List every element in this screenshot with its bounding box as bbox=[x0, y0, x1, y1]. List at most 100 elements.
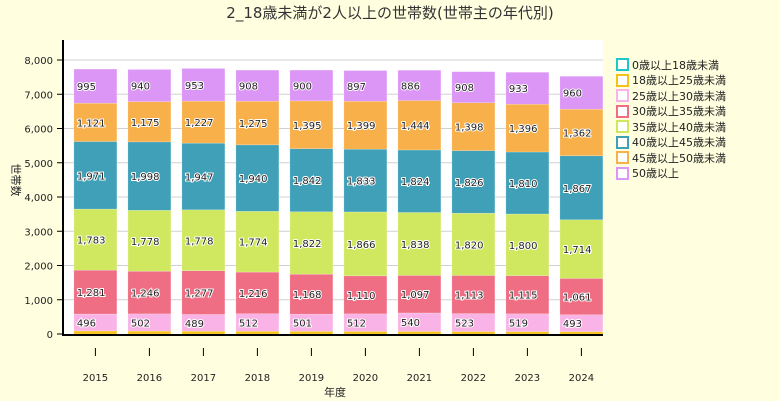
bar-segment bbox=[451, 331, 496, 335]
x-tick-label: 2023 bbox=[515, 373, 540, 384]
data-label: 886 bbox=[401, 81, 420, 92]
bar-segment bbox=[559, 278, 604, 316]
y-tick-label: 5,000 bbox=[24, 159, 53, 170]
bar-segment bbox=[73, 68, 118, 104]
bar-segment bbox=[181, 100, 226, 144]
data-label: 1,275 bbox=[239, 119, 268, 130]
data-label: 897 bbox=[347, 82, 366, 93]
bar-segment bbox=[397, 69, 442, 101]
data-label: 1,362 bbox=[563, 128, 592, 139]
bar-segment bbox=[451, 102, 496, 151]
bar-segment bbox=[235, 271, 280, 314]
bar-segment bbox=[289, 69, 334, 102]
bar-segment bbox=[505, 331, 550, 335]
bar-segment bbox=[397, 100, 442, 151]
bar-segment bbox=[235, 69, 280, 102]
data-label: 502 bbox=[131, 318, 150, 329]
data-label: 1,833 bbox=[347, 177, 376, 188]
bar-segment bbox=[181, 209, 226, 271]
bar-segment bbox=[451, 275, 496, 314]
data-label: 519 bbox=[509, 319, 528, 330]
data-label: 1,783 bbox=[77, 236, 106, 247]
data-label: 940 bbox=[131, 82, 150, 93]
y-tick-label: 7,000 bbox=[24, 90, 53, 101]
data-label: 1,940 bbox=[239, 174, 268, 185]
bar-segment bbox=[559, 76, 604, 110]
data-label: 1,444 bbox=[401, 121, 430, 132]
bar-segment bbox=[289, 331, 334, 335]
bar-segment bbox=[397, 212, 442, 276]
data-label: 1,842 bbox=[293, 176, 322, 187]
data-label: 1,714 bbox=[563, 245, 592, 256]
data-label: 995 bbox=[77, 82, 96, 93]
legend: 0歳以上18歳未満 18歳以上25歳未満 25歳以上30歳未満 30歳以上35歳未満 3… bbox=[616, 57, 726, 181]
legend-item: 30歳以上35歳未満 bbox=[616, 104, 726, 120]
x-tick-label: 2024 bbox=[569, 373, 594, 384]
bar-segment bbox=[505, 213, 550, 276]
data-label: 1,398 bbox=[455, 123, 484, 134]
x-tick-label: 2020 bbox=[353, 373, 378, 384]
data-label: 540 bbox=[401, 318, 420, 329]
x-tick-label: 2022 bbox=[461, 373, 486, 384]
data-label: 933 bbox=[509, 84, 528, 95]
data-label: 1,246 bbox=[131, 289, 160, 300]
bar-segment bbox=[235, 331, 280, 335]
data-label: 489 bbox=[185, 319, 204, 330]
bar-segment bbox=[73, 208, 118, 271]
data-label: 908 bbox=[455, 83, 474, 94]
data-label: 1,838 bbox=[401, 240, 430, 251]
x-axis-label: 年度 bbox=[324, 385, 346, 399]
bar-segment bbox=[559, 219, 604, 279]
bar-segment bbox=[559, 331, 604, 335]
bar-segment bbox=[343, 148, 388, 213]
bar-segment bbox=[289, 273, 334, 315]
data-label: 960 bbox=[563, 89, 582, 100]
legend-label: 50歳以上 bbox=[632, 167, 679, 181]
bar-segment bbox=[289, 211, 334, 275]
data-label: 1,971 bbox=[77, 171, 106, 182]
legend-label: 35歳以上40歳未満 bbox=[632, 120, 726, 134]
data-label: 512 bbox=[239, 318, 258, 329]
data-label: 1,867 bbox=[563, 184, 592, 195]
legend-label: 0歳以上18歳未満 bbox=[632, 58, 719, 72]
legend-item: 35歳以上40歳未満 bbox=[616, 119, 726, 135]
bar-segment bbox=[127, 69, 172, 102]
bar-segment bbox=[451, 71, 496, 103]
legend-item: 0歳以上18歳未満 bbox=[616, 57, 726, 73]
legend-label: 18歳以上25歳未満 bbox=[632, 74, 726, 88]
bar-segment bbox=[127, 210, 172, 272]
bar-segment bbox=[343, 70, 388, 102]
bar-segment bbox=[451, 150, 496, 214]
x-tick-label: 2019 bbox=[299, 373, 324, 384]
legend-label: 40歳以上45歳未満 bbox=[632, 136, 726, 150]
data-label: 1,115 bbox=[509, 291, 538, 302]
y-tick-label: 8,000 bbox=[24, 56, 53, 67]
data-label: 1,175 bbox=[131, 118, 160, 129]
data-label: 1,113 bbox=[455, 291, 484, 302]
data-label: 1,778 bbox=[185, 236, 214, 247]
data-label: 1,824 bbox=[401, 177, 430, 188]
data-label: 1,947 bbox=[185, 172, 214, 183]
legend-swatch bbox=[616, 73, 629, 87]
bar-segment bbox=[397, 149, 442, 213]
data-label: 1,121 bbox=[77, 118, 106, 129]
data-label: 1,800 bbox=[509, 241, 538, 252]
x-tick-label: 2015 bbox=[83, 373, 108, 384]
bar-segment bbox=[289, 100, 334, 149]
data-label: 1,998 bbox=[131, 172, 160, 183]
data-label: 1,395 bbox=[293, 121, 322, 132]
data-label: 1,820 bbox=[455, 240, 484, 251]
bar-segment bbox=[505, 71, 550, 105]
bar-segment bbox=[343, 275, 388, 315]
y-tick-label: 4,000 bbox=[24, 193, 53, 204]
bar-segment bbox=[73, 102, 118, 142]
x-tick-label: 2017 bbox=[191, 373, 216, 384]
legend-item: 40歳以上45歳未満 bbox=[616, 135, 726, 151]
bar-segment bbox=[127, 101, 172, 143]
data-label: 1,810 bbox=[509, 179, 538, 190]
data-label: 1,061 bbox=[563, 293, 592, 304]
y-tick-label: 2,000 bbox=[24, 262, 53, 273]
legend-label: 25歳以上30歳未満 bbox=[632, 89, 726, 103]
x-tick-label: 2021 bbox=[407, 373, 432, 384]
